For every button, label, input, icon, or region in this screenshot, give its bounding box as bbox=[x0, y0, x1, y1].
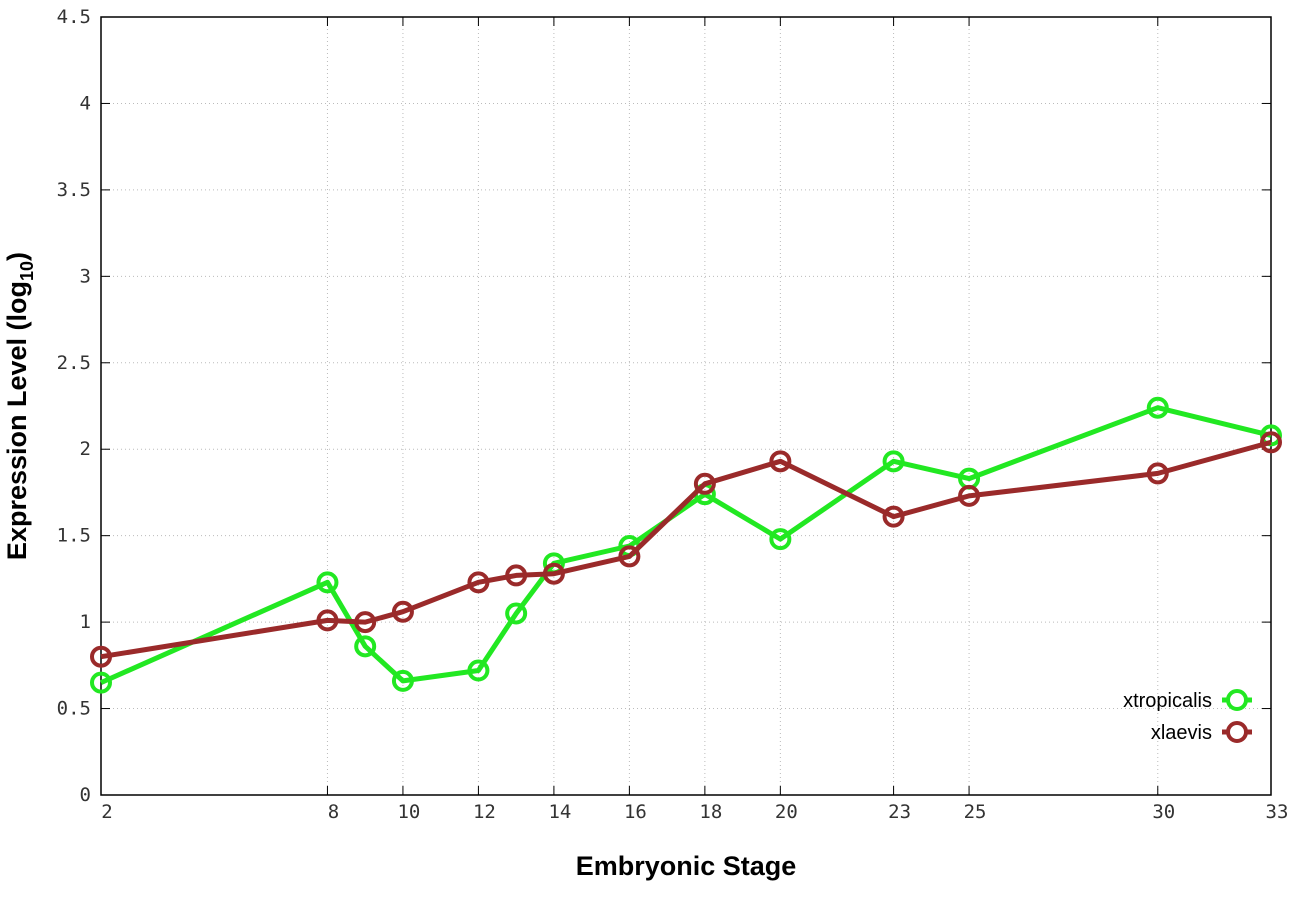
y-axis-title: Expression Level (log10) bbox=[2, 252, 37, 560]
data-point-xtropicalis bbox=[1146, 396, 1169, 419]
y-tick-label: 0 bbox=[80, 784, 91, 806]
y-axis-title-sub: 10 bbox=[17, 261, 37, 281]
data-point-xlaevis bbox=[1260, 431, 1282, 454]
x-tick-label: 25 bbox=[964, 801, 987, 823]
data-point-xtropicalis bbox=[882, 450, 905, 473]
series-xtropicalis bbox=[90, 396, 1282, 694]
data-point-xlaevis bbox=[882, 505, 905, 528]
series-group bbox=[90, 396, 1282, 694]
x-tick-label: 8 bbox=[328, 801, 339, 823]
data-point-xlaevis bbox=[354, 611, 377, 634]
data-point-xtropicalis bbox=[391, 669, 414, 692]
y-tick-label: 4.5 bbox=[57, 6, 91, 28]
y-tick-label: 3.5 bbox=[57, 179, 91, 201]
x-axis-title: Embryonic Stage bbox=[576, 851, 797, 881]
x-tick-label: 18 bbox=[699, 801, 722, 823]
x-tick-label: 14 bbox=[548, 801, 571, 823]
data-point-xtropicalis bbox=[354, 635, 377, 658]
axis-ticks: 0 0.5 1 1.5 2 2.5 3 3.5 4 4.5 2 8 10 12 14 16 18 20 23 25 30… bbox=[57, 6, 1289, 823]
x-tick-label: 2 bbox=[101, 801, 112, 823]
data-point-xlaevis bbox=[316, 609, 339, 632]
y-tick-label: 0.5 bbox=[57, 698, 91, 720]
data-point-xlaevis bbox=[391, 600, 414, 623]
y-tick-label: 3 bbox=[80, 265, 91, 287]
data-point-xtropicalis bbox=[467, 659, 490, 682]
y-tick-label: 1.5 bbox=[57, 525, 91, 547]
x-tick-label: 30 bbox=[1152, 801, 1175, 823]
series-xlaevis bbox=[90, 431, 1282, 668]
x-tick-label: 23 bbox=[888, 801, 911, 823]
data-point-xtropicalis bbox=[316, 571, 339, 594]
data-point-xtropicalis bbox=[769, 528, 792, 551]
x-tick-label: 16 bbox=[624, 801, 647, 823]
data-point-xlaevis bbox=[693, 472, 716, 495]
data-point-xlaevis bbox=[505, 564, 528, 587]
y-tick-label: 2 bbox=[80, 438, 91, 460]
data-point-xlaevis bbox=[467, 571, 490, 594]
data-point-xtropicalis bbox=[90, 671, 112, 694]
legend-marker-xlaevis bbox=[1226, 721, 1248, 743]
y-tick-label: 1 bbox=[80, 611, 91, 633]
legend-label-xtropicalis: xtropicalis bbox=[1123, 690, 1212, 712]
data-point-xlaevis bbox=[1146, 462, 1169, 485]
legend-label-xlaevis: xlaevis bbox=[1151, 722, 1212, 744]
plot-frame bbox=[100, 16, 1272, 796]
data-point-xtropicalis bbox=[505, 602, 528, 625]
x-tick-label: 10 bbox=[397, 801, 420, 823]
y-tick-label: 2.5 bbox=[57, 352, 91, 374]
legend-marker-xtropicalis bbox=[1226, 689, 1248, 711]
legend: xtropicalis xlaevis bbox=[1123, 689, 1252, 744]
series-line-xlaevis bbox=[100, 439, 1272, 660]
data-point-xlaevis bbox=[90, 645, 112, 668]
data-point-xlaevis bbox=[618, 545, 641, 568]
gridlines bbox=[101, 17, 1271, 795]
data-point-xlaevis bbox=[542, 562, 565, 585]
data-point-xlaevis bbox=[958, 484, 981, 507]
x-tick-label: 33 bbox=[1266, 801, 1289, 823]
y-tick-label: 4 bbox=[80, 92, 91, 114]
data-point-xlaevis bbox=[769, 450, 792, 473]
x-tick-label: 12 bbox=[473, 801, 496, 823]
x-tick-label: 20 bbox=[775, 801, 798, 823]
y-axis-title-main: Expression Level (log bbox=[2, 281, 32, 560]
y-axis-title-close: ) bbox=[2, 252, 32, 261]
